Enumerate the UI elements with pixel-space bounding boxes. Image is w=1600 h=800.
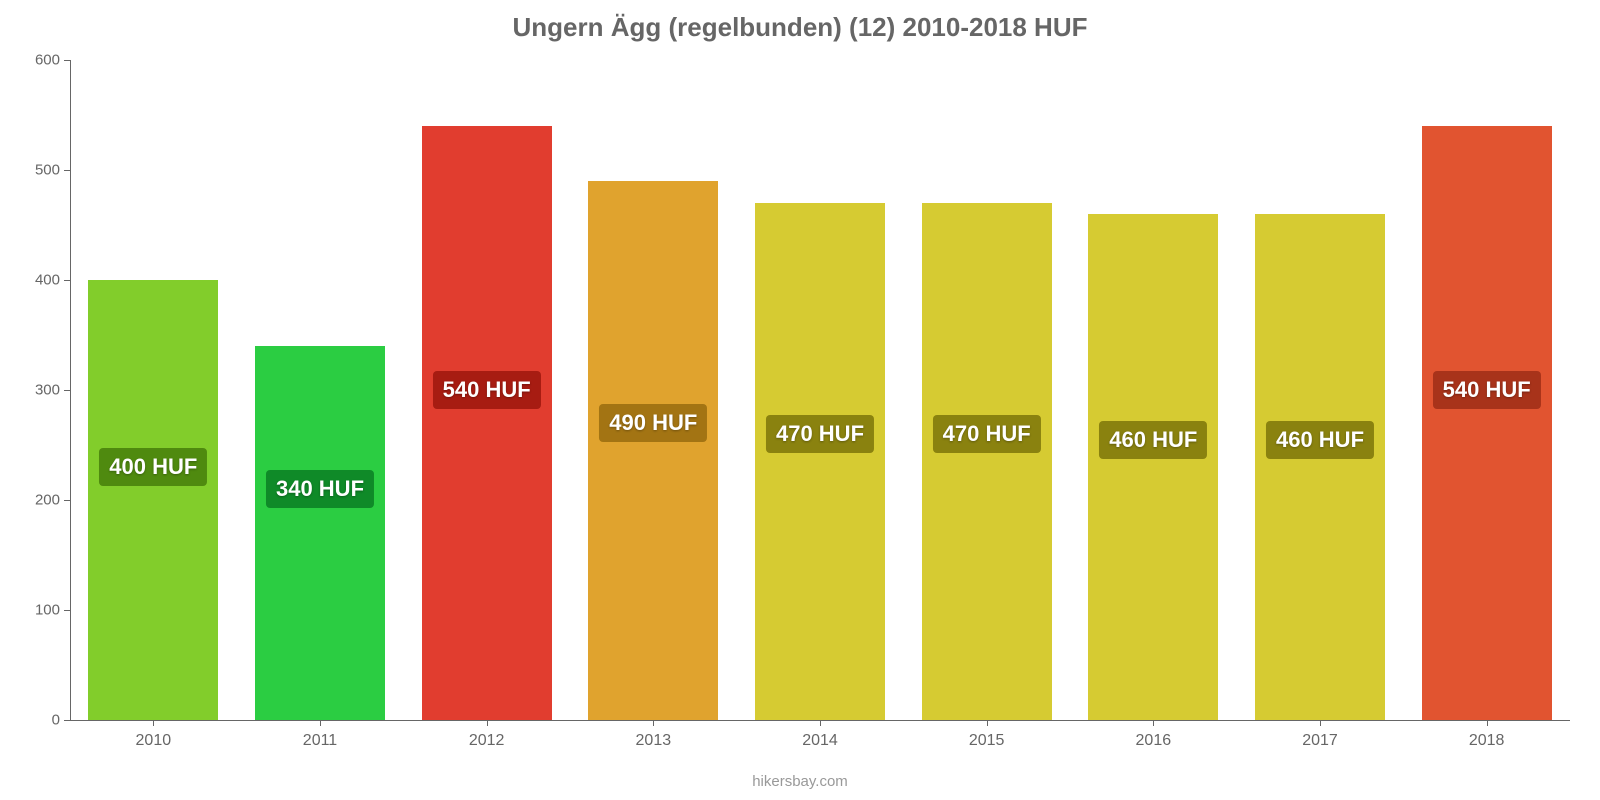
bar: [755, 203, 885, 720]
bar: [1422, 126, 1552, 720]
ytick-mark: [64, 60, 70, 61]
bar-value-label: 470 HUF: [933, 415, 1041, 453]
xtick-mark: [1487, 720, 1488, 726]
ytick-mark: [64, 720, 70, 721]
ytick-label: 100: [35, 602, 60, 619]
ytick-mark: [64, 170, 70, 171]
bar: [1255, 214, 1385, 720]
xtick-mark: [1153, 720, 1154, 726]
ytick-label: 400: [35, 272, 60, 289]
xtick-label: 2011: [303, 732, 337, 750]
bar: [422, 126, 552, 720]
ytick-mark: [64, 280, 70, 281]
plot-area: [70, 60, 1570, 720]
xtick-label: 2010: [136, 732, 172, 750]
ytick-label: 0: [52, 712, 60, 729]
xtick-mark: [487, 720, 488, 726]
ytick-label: 300: [35, 382, 60, 399]
xtick-mark: [820, 720, 821, 726]
xtick-label: 2014: [802, 732, 838, 750]
xtick-label: 2017: [1302, 732, 1338, 750]
bar: [1088, 214, 1218, 720]
footer-source: hikersbay.com: [0, 773, 1600, 790]
xtick-mark: [320, 720, 321, 726]
ytick-label: 600: [35, 52, 60, 69]
xtick-mark: [153, 720, 154, 726]
ytick-mark: [64, 610, 70, 611]
bar-value-label: 340 HUF: [266, 470, 374, 508]
xtick-mark: [1320, 720, 1321, 726]
bar-value-label: 540 HUF: [433, 371, 541, 409]
ytick-label: 500: [35, 162, 60, 179]
xtick-mark: [653, 720, 654, 726]
bar-value-label: 400 HUF: [99, 448, 207, 486]
bar-value-label: 490 HUF: [599, 404, 707, 442]
xtick-label: 2016: [1136, 732, 1172, 750]
bar-value-label: 470 HUF: [766, 415, 874, 453]
bar: [922, 203, 1052, 720]
xtick-mark: [987, 720, 988, 726]
bar: [588, 181, 718, 720]
chart-container: Ungern Ägg (regelbunden) (12) 2010-2018 …: [0, 0, 1600, 800]
xtick-label: 2018: [1469, 732, 1505, 750]
ytick-mark: [64, 500, 70, 501]
ytick-mark: [64, 390, 70, 391]
y-axis: [70, 60, 71, 720]
xtick-label: 2012: [469, 732, 505, 750]
bar-value-label: 460 HUF: [1099, 421, 1207, 459]
chart-title: Ungern Ägg (regelbunden) (12) 2010-2018 …: [0, 0, 1600, 43]
xtick-label: 2015: [969, 732, 1005, 750]
bar: [255, 346, 385, 720]
bar-value-label: 540 HUF: [1433, 371, 1541, 409]
bar: [88, 280, 218, 720]
bar-value-label: 460 HUF: [1266, 421, 1374, 459]
xtick-label: 2013: [636, 732, 672, 750]
ytick-label: 200: [35, 492, 60, 509]
